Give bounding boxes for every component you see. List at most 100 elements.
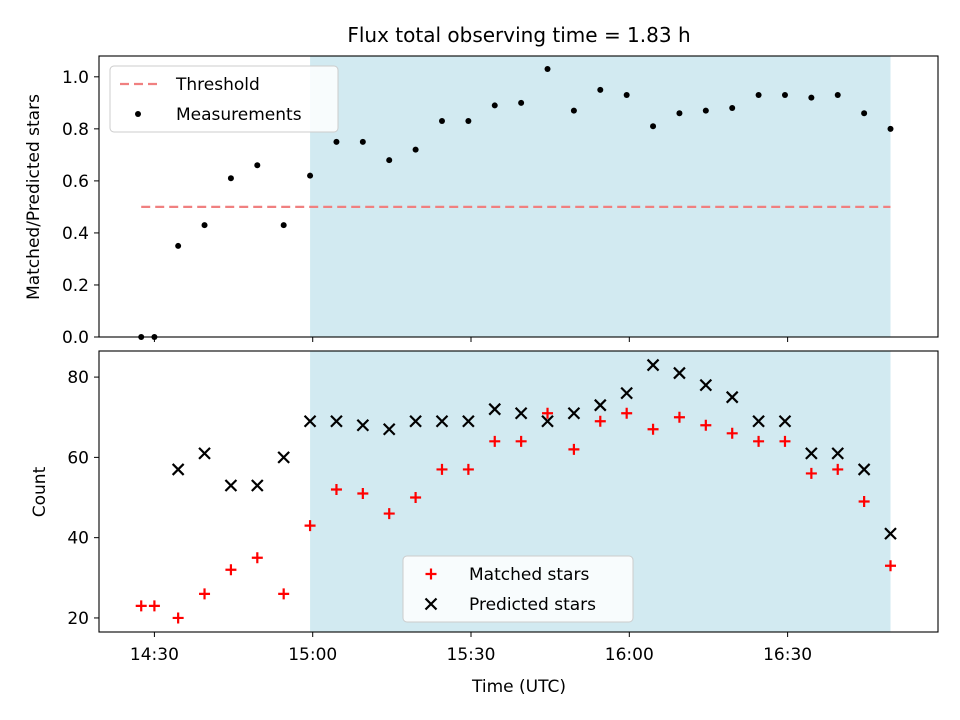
bottom-point-0-5 (251, 552, 263, 564)
bottom-point-1-16 (594, 398, 607, 412)
bottom-point-1-20 (699, 378, 713, 392)
top-legend-box (109, 65, 339, 133)
bottom-point-0-10 (383, 508, 395, 520)
top-point-1-9 (359, 138, 366, 145)
bottom-y-tick-label-0: 20 (67, 609, 89, 629)
top-point-1-18 (597, 86, 604, 93)
top-point-1-16 (544, 66, 551, 73)
top-point-1-25 (781, 92, 788, 99)
bottom-point-0-15 (515, 435, 527, 447)
bottom-point-0-26 (805, 467, 817, 479)
x-tick-label-1: 15:00 (288, 645, 337, 665)
bottom-point-1-3 (251, 479, 264, 492)
bottom-point-0-20 (647, 423, 659, 435)
bottom-point-0-6 (278, 588, 290, 600)
bottom-point-1-0 (171, 463, 185, 476)
top-point-1-24 (755, 92, 762, 99)
bottom-point-0-25 (779, 435, 791, 447)
bottom-point-0-8 (330, 483, 342, 495)
top-point-1-10 (386, 157, 393, 164)
bottom-point-0-23 (726, 427, 738, 439)
bottom-y-tick-label-3: 80 (67, 368, 89, 388)
bottom-point-1-6 (330, 414, 343, 428)
bottom-point-0-4 (225, 564, 237, 576)
top-point-1-23 (729, 105, 736, 112)
bottom-point-1-17 (620, 386, 633, 400)
bottom-legend-box (402, 555, 634, 623)
top-legend-marker-1 (135, 111, 141, 117)
bottom-point-0-19 (621, 407, 633, 419)
top-point-1-6 (280, 222, 287, 229)
top-y-tick-label-5: 1.0 (62, 68, 89, 88)
bottom-point-0-29 (885, 560, 897, 572)
bottom-point-0-7 (304, 520, 316, 532)
bottom-point-1-18 (646, 358, 660, 372)
bottom-point-1-8 (382, 423, 396, 436)
bottom-y-tick-label-1: 40 (67, 529, 89, 549)
bottom-axes-frame (98, 350, 939, 633)
bottom-point-0-21 (673, 411, 685, 423)
bottom-y-axis-label: Count (30, 466, 50, 517)
top-point-1-27 (834, 92, 841, 99)
bottom-legend-label-0: Matched stars (469, 565, 589, 585)
bottom-point-0-9 (357, 488, 369, 500)
x-axis-label: Time (UTC) (471, 677, 566, 697)
bottom-point-1-7 (356, 418, 370, 432)
bottom-point-1-13 (514, 406, 528, 420)
top-point-1-15 (518, 99, 525, 106)
top-point-1-4 (227, 175, 234, 182)
bottom-point-1-10 (435, 414, 449, 428)
top-point-1-2 (175, 242, 182, 249)
top-observing-window (310, 56, 891, 337)
top-point-1-11 (412, 146, 419, 153)
top-point-1-14 (491, 102, 498, 109)
bottom-point-1-1 (198, 447, 211, 460)
bottom-point-1-14 (541, 414, 554, 428)
top-point-1-26 (808, 94, 815, 101)
bottom-series-0 (135, 407, 897, 624)
top-point-1-3 (201, 222, 208, 229)
bottom-point-0-17 (568, 443, 580, 455)
bottom-point-0-0 (135, 600, 147, 612)
bottom-point-0-18 (594, 415, 606, 427)
bottom-point-1-11 (462, 414, 475, 428)
bottom-point-1-2 (224, 479, 238, 492)
bottom-point-1-12 (488, 402, 502, 416)
bottom-y-tick-label-2: 60 (67, 448, 89, 468)
x-tick-label-2: 15:30 (447, 645, 496, 665)
top-legend: Threshold Measurements (109, 65, 339, 133)
bottom-point-1-5 (303, 414, 317, 428)
top-legend-label-1: Measurements (176, 105, 302, 125)
bottom-point-1-19 (673, 366, 686, 380)
top-y-tick-label-0: 0.0 (62, 328, 89, 348)
top-point-1-5 (254, 162, 261, 169)
top-point-1-17 (570, 107, 577, 114)
bottom-point-1-23 (778, 414, 792, 428)
bottom-point-0-28 (858, 496, 870, 508)
bottom-series-1 (171, 358, 897, 540)
top-point-1-7 (307, 172, 314, 179)
bottom-point-1-26 (857, 463, 871, 476)
top-point-1-20 (650, 123, 657, 130)
bottom-point-0-27 (832, 463, 844, 475)
bottom-panel: 14:30 15:00 15:30 16:00 16:30 20 40 60 80 Matched… (67, 350, 939, 665)
bottom-point-1-22 (752, 414, 765, 428)
top-axes-frame (98, 55, 939, 338)
bottom-point-0-12 (436, 463, 448, 475)
x-tick-label-0: 14:30 (130, 645, 179, 665)
x-tick-label-3: 16:00 (605, 645, 654, 665)
top-point-1-21 (676, 110, 683, 117)
bottom-point-0-16 (542, 407, 554, 419)
top-y-axis-label: Matched/Predicted stars (24, 94, 44, 300)
top-point-1-29 (887, 125, 894, 132)
bottom-point-0-14 (489, 435, 501, 447)
top-point-1-13 (465, 118, 472, 125)
top-point-1-8 (333, 138, 340, 145)
bottom-point-0-11 (410, 492, 422, 504)
top-point-1-28 (861, 110, 868, 117)
bottom-point-1-24 (805, 447, 818, 460)
bottom-legend-label-1: Predicted stars (469, 595, 596, 615)
top-series-1 (138, 66, 894, 340)
top-legend-label-0: Threshold (175, 75, 260, 95)
